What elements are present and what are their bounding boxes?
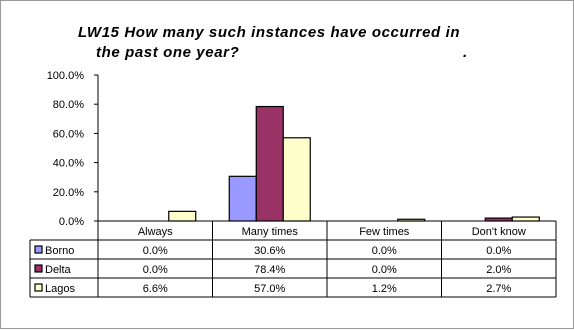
y-tick-label: 60.0% — [53, 128, 84, 140]
bar-lagos-1 — [282, 137, 311, 222]
table-cell: 0.0% — [486, 245, 511, 257]
x-category-label: Always — [138, 226, 173, 238]
bars — [168, 105, 540, 222]
legend-label: Borno — [45, 245, 74, 257]
chart-title-line-1: LW15 How many such instances have occurr… — [78, 24, 460, 41]
table-cell: 30.6% — [254, 245, 285, 257]
chart-title-line-2: the past one year? — [96, 44, 239, 61]
chart-title-mark: . — [463, 44, 468, 61]
table-cell: 0.0% — [372, 264, 397, 276]
bar-delta-3 — [484, 217, 513, 222]
legend-key-borno — [34, 245, 43, 254]
legend-key-delta — [34, 264, 43, 273]
y-tick-label: 20.0% — [53, 187, 84, 199]
y-tick-label: 100.0% — [47, 70, 85, 82]
table-cell: 1.2% — [372, 283, 397, 295]
legend-label: Lagos — [45, 283, 75, 295]
legend-key-lagos — [34, 283, 43, 292]
y-tick-label: 80.0% — [53, 99, 84, 111]
y-tick-label: 0.0% — [59, 216, 84, 228]
x-category-label: Don't know — [472, 226, 526, 238]
y-axis-labels: 100.0% 80.0% 60.0% 40.0% 20.0% 0.0% — [47, 70, 85, 228]
table-cell: 0.0% — [143, 264, 168, 276]
y-axis-ticks — [94, 74, 556, 222]
x-category-label: Few times — [359, 226, 410, 238]
table-cell: 2.7% — [486, 283, 511, 295]
table-cell: 0.0% — [143, 245, 168, 257]
y-tick-label: 40.0% — [53, 158, 84, 170]
table-cell: 57.0% — [254, 283, 285, 295]
table-cell: 78.4% — [254, 264, 285, 276]
legend-label: Delta — [45, 264, 72, 276]
table-cell: 2.0% — [486, 264, 511, 276]
bar-lagos-3 — [511, 216, 540, 222]
table-cell: 0.0% — [372, 245, 397, 257]
bar-delta-1 — [255, 105, 284, 222]
bar-borno-1 — [228, 175, 257, 222]
bar-lagos-2 — [397, 218, 426, 222]
data-table: Always Many times Few times Don't know Borno… — [29, 221, 557, 298]
table-cell: 6.6% — [143, 283, 168, 295]
bar-lagos-0 — [168, 210, 197, 222]
x-category-label: Many times — [242, 226, 299, 238]
